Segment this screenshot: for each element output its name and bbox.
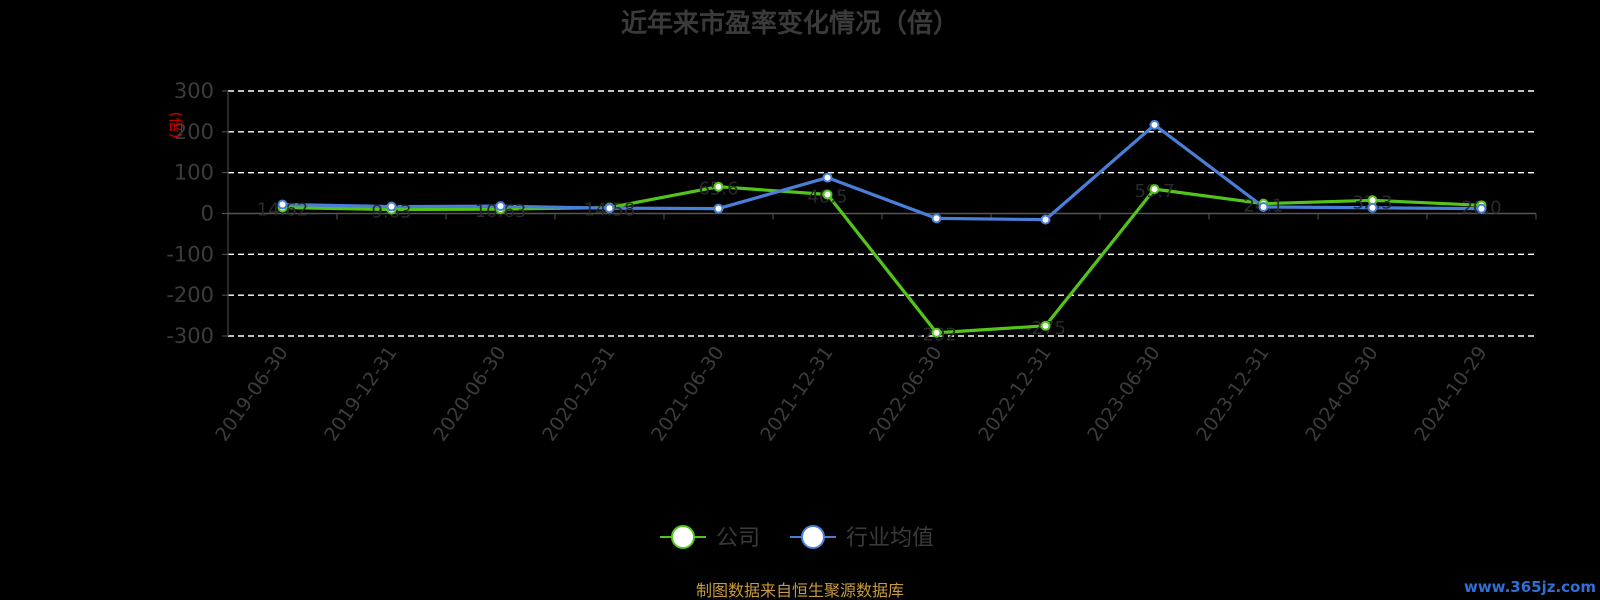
data-point[interactable] — [1040, 214, 1051, 225]
y-tick-label: 200 — [174, 120, 214, 144]
x-tick-label: 2021-12-31 — [756, 342, 837, 445]
data-point[interactable] — [931, 213, 942, 224]
x-tick-label: 2022-06-30 — [865, 342, 946, 445]
data-point[interactable] — [386, 201, 397, 212]
y-axis-ticks: 300 200 100 0 -100 -200 -300 — [166, 79, 228, 348]
data-points — [277, 119, 1487, 338]
x-tick-label: 2024-10-29 — [1410, 342, 1491, 445]
x-tick-label: 2024-06-30 — [1301, 342, 1382, 445]
chart-title: 近年来市盈率变化情况（倍） — [621, 8, 959, 39]
x-tick-label: 2019-06-30 — [211, 342, 292, 445]
grid-lines — [228, 90, 1536, 337]
axes — [227, 91, 1537, 336]
data-point[interactable] — [1149, 184, 1160, 195]
legend-label[interactable]: 行业均值 — [846, 526, 934, 551]
data-point[interactable] — [822, 172, 833, 183]
y-tick-label: 100 — [174, 161, 214, 185]
x-tick-label: 2019-12-31 — [320, 342, 401, 445]
data-source-note: 制图数据来自恒生聚源数据库 — [696, 581, 904, 600]
data-point[interactable] — [713, 203, 724, 214]
legend-swatch-marker — [801, 525, 825, 549]
legend[interactable]: 公司 行业均值 — [660, 525, 934, 551]
data-point[interactable] — [1476, 203, 1487, 214]
data-point[interactable] — [931, 327, 942, 338]
legend-swatch-marker — [671, 525, 695, 549]
site-watermark: www.365jz.com — [1464, 578, 1596, 596]
x-axis-ticks: 2019-06-30 2019-12-31 2020-06-30 2020-12-31… — [211, 342, 1491, 445]
data-point[interactable] — [822, 189, 833, 200]
y-tick-label: -100 — [166, 242, 214, 266]
data-point[interactable] — [495, 201, 506, 212]
data-point[interactable] — [1367, 202, 1378, 213]
series-line-0 — [282, 185, 1482, 335]
x-tick-label: 2021-06-30 — [647, 342, 728, 445]
y-tick-label: -200 — [166, 283, 214, 307]
y-axis-unit-label: (倍) — [167, 112, 185, 139]
x-tick-label: 2023-06-30 — [1083, 342, 1164, 445]
data-point[interactable] — [604, 203, 615, 214]
y-tick-label: -300 — [166, 324, 214, 348]
data-point[interactable] — [713, 181, 724, 192]
y-tick-label: 0 — [201, 202, 214, 226]
data-point[interactable] — [1258, 201, 1269, 212]
series-lines — [282, 123, 1482, 335]
series-line-1 — [282, 123, 1482, 222]
data-point[interactable] — [1149, 119, 1160, 130]
y-tick-label: 300 — [174, 79, 214, 103]
legend-label[interactable]: 公司 — [716, 526, 760, 551]
x-tick-label: 2020-06-30 — [429, 342, 510, 445]
x-tick-label: 2020-12-31 — [538, 342, 619, 445]
data-point[interactable] — [277, 199, 288, 210]
x-tick-label: 2022-12-31 — [974, 342, 1055, 445]
x-tick-label: 2023-12-31 — [1192, 342, 1273, 445]
data-point[interactable] — [1040, 320, 1051, 331]
